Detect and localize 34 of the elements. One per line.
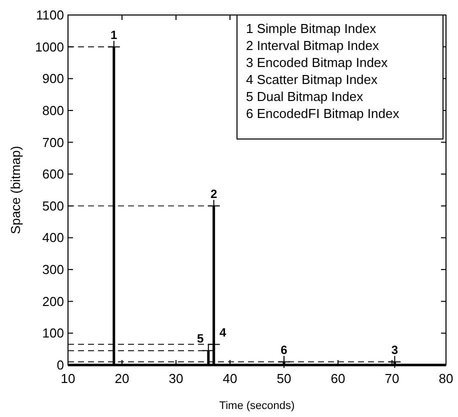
y-tick-label: 100 <box>42 326 64 341</box>
annotation: 1 Simple Bitmap Index <box>246 21 377 36</box>
y-tick-label: 500 <box>42 198 64 214</box>
x-axis-title: Time (seconds) <box>219 400 295 412</box>
y-tick-label: 900 <box>42 71 64 86</box>
y-tick-label: 700 <box>42 134 64 150</box>
annotation: 2 Interval Bitmap Index <box>246 38 380 53</box>
x-tick-label: 20 <box>114 371 130 386</box>
x-tick-label: 40 <box>222 371 238 386</box>
annotation: 5 Dual Bitmap Index <box>246 89 364 104</box>
y-tick-label: 300 <box>42 262 64 278</box>
y-tick-label: 0 <box>56 358 64 372</box>
annotation: 1 <box>110 28 118 42</box>
y-tick-label: 200 <box>42 294 64 309</box>
x-tick-label: 80 <box>438 371 454 386</box>
annotation: 3 <box>391 342 398 357</box>
y-tick-label: 800 <box>42 102 64 118</box>
x-tick-label: 50 <box>276 371 292 386</box>
annotation: 3 Encoded Bitmap Index <box>246 55 388 70</box>
annotation: 4 Scatter Bitmap Index <box>246 72 378 87</box>
y-tick-label: 1100 <box>36 8 64 22</box>
annotation: 6 EncodedFI Bitmap Index <box>246 106 400 121</box>
y-tick-label: 600 <box>42 166 64 182</box>
x-tick-label: 60 <box>330 371 346 386</box>
y-axis-title: Space (bitmap) <box>8 146 23 234</box>
x-tick-label: 70 <box>384 371 400 386</box>
annotation: 5 <box>197 332 204 346</box>
y-tick-label: 400 <box>42 230 64 246</box>
x-tick-label: 10 <box>60 371 76 386</box>
annotation: 4 <box>219 325 226 340</box>
x-tick-label: 30 <box>168 371 184 386</box>
y-tick-label: 1000 <box>35 39 64 54</box>
annotation: 2 <box>210 186 218 201</box>
annotation: 6 <box>280 342 288 357</box>
